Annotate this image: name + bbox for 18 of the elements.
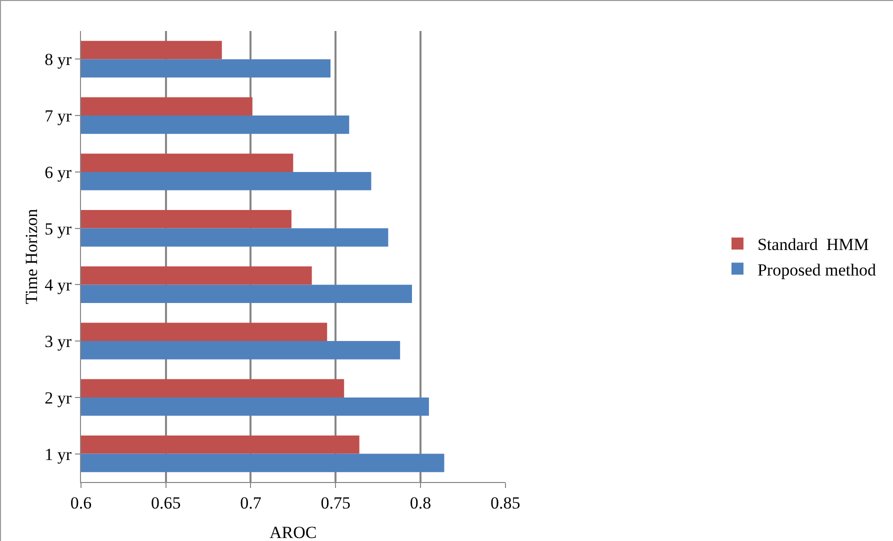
x-tick-label: 0.85 — [490, 493, 520, 512]
y-tick-label: 4 yr — [44, 276, 72, 295]
legend-label: Proposed method — [757, 260, 876, 280]
x-tick-label: 0.7 — [240, 493, 262, 512]
y-tick-label: 1 yr — [44, 444, 72, 464]
x-tick-label: 0.6 — [70, 493, 92, 512]
y-tick-label: 8 yr — [44, 50, 72, 70]
x-tick-label: 0.8 — [410, 493, 432, 512]
y-tick-label: 5 yr — [44, 219, 72, 238]
y-axis-title: Time Horizon — [22, 208, 41, 304]
x-tick-label: 0.65 — [150, 493, 181, 512]
y-tick-label: 6 yr — [44, 162, 72, 182]
y-tick-label: 2 yr — [44, 388, 72, 408]
y-tick-label: 7 yr — [44, 106, 72, 126]
y-tick-label: 3 yr — [44, 332, 72, 352]
legend-label: Standard HMM — [757, 235, 869, 254]
x-tick-label: 0.75 — [320, 493, 350, 512]
x-axis-title: AROC — [270, 523, 317, 541]
